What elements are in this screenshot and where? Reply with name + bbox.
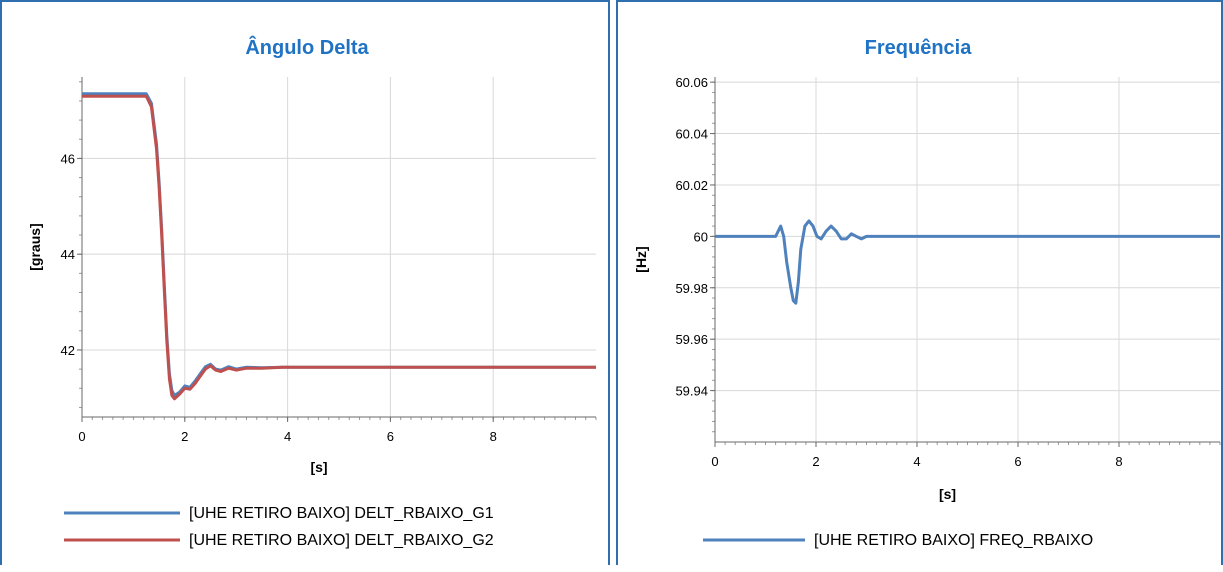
x-tick-label: 6 <box>1014 454 1021 469</box>
y-tick-label: 44 <box>61 247 75 262</box>
x-tick-label: 6 <box>387 429 394 444</box>
x-axis-label: [s] <box>939 486 956 502</box>
x-tick-label: 8 <box>490 429 497 444</box>
y-tick-label: 60.04 <box>675 127 708 142</box>
legend-label: [UHE RETIRO BAIXO] DELT_RBAIXO_G1 <box>189 505 494 522</box>
x-tick-label: 2 <box>181 429 188 444</box>
frequency-chart: Frequência 0 2 4 6 8 59.94 59.96 59.98 60 60.02 60.… <box>633 37 1221 549</box>
y-axis-label: [Hz] <box>633 246 649 272</box>
x-tick-label: 0 <box>711 454 718 469</box>
y-tick-label: 60.06 <box>675 75 708 90</box>
legend-label: [UHE RETIRO BAIXO] DELT_RBAIXO_G2 <box>189 532 494 549</box>
x-tick-label: 8 <box>1115 454 1122 469</box>
chart-panel-delta: Ângulo Delta 0 2 4 6 8 42 44 46 [s] [graus] [UHE RE… <box>0 0 610 565</box>
y-tick-label: 60 <box>694 229 708 244</box>
grid-lines <box>715 77 1220 442</box>
series-line-1 <box>82 94 596 401</box>
x-axis-label: [s] <box>310 459 327 475</box>
chart-title: Ângulo Delta <box>245 35 369 59</box>
y-tick-label: 59.96 <box>675 332 708 347</box>
y-tick-label: 59.98 <box>675 281 708 296</box>
y-tick-label: 42 <box>61 343 75 358</box>
y-tick-label: 46 <box>61 151 75 166</box>
y-tick-label: 60.02 <box>675 178 708 193</box>
series-line-0 <box>715 219 1220 305</box>
x-tick-label: 2 <box>812 454 819 469</box>
y-axis-label: [graus] <box>27 223 43 270</box>
y-tick-label: 59.94 <box>675 384 708 399</box>
x-tick-label: 4 <box>284 429 291 444</box>
chart-title: Frequência <box>865 37 973 59</box>
legend-label: [UHE RETIRO BAIXO] FREQ_RBAIXO <box>814 532 1093 549</box>
x-tick-label: 4 <box>913 454 920 469</box>
chart-panel-frequency: Frequência 0 2 4 6 8 59.94 59.96 59.98 60 60.02 60.… <box>616 0 1223 565</box>
x-tick-label: 0 <box>78 429 85 444</box>
